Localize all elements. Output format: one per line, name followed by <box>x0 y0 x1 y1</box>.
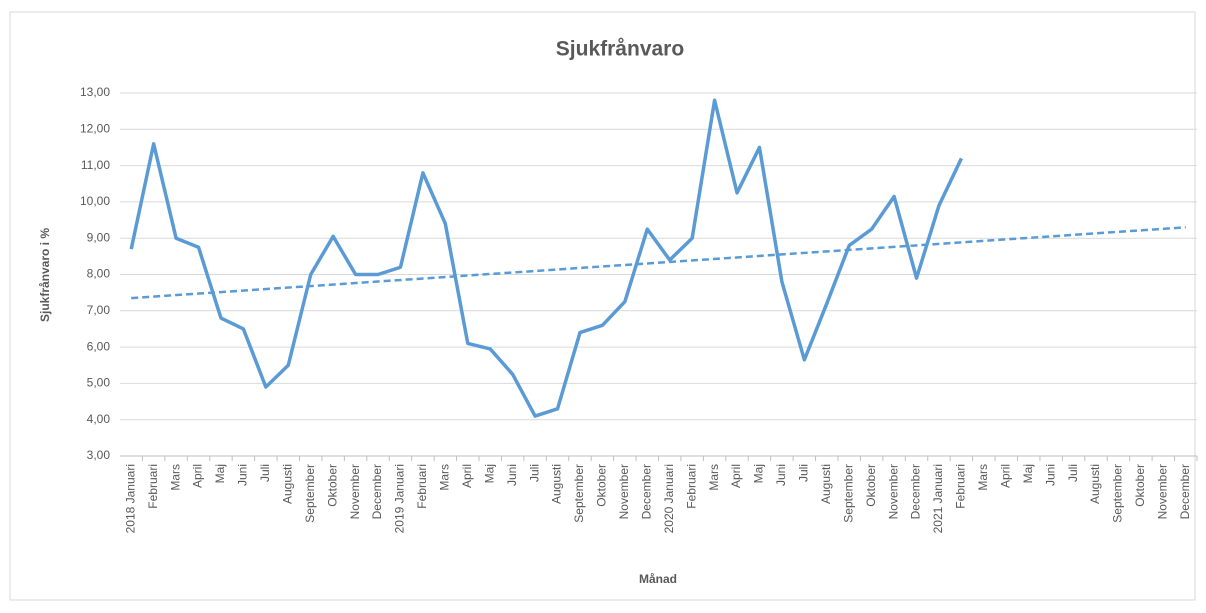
x-tick-label: Juli <box>797 464 811 482</box>
y-tick-label: 10,00 <box>80 194 110 208</box>
y-tick-label: 4,00 <box>87 412 111 426</box>
x-tick-label: April <box>729 464 743 488</box>
x-tick-label: Juni <box>1043 464 1057 486</box>
x-tick-label: November <box>886 464 900 519</box>
x-tick-label: September <box>572 464 586 523</box>
x-tick-label: November <box>1156 464 1170 519</box>
x-tick-label: December <box>639 464 653 519</box>
x-tick-label: November <box>617 464 631 519</box>
x-tick-label: 2018 Januari <box>123 464 137 533</box>
x-tick-label: Februari <box>954 464 968 509</box>
x-tick-label: Oktober <box>325 464 339 507</box>
x-tick-label: Augusti <box>550 464 564 504</box>
x-tick-label: November <box>348 464 362 519</box>
chart-title: Sjukfrånvaro <box>556 38 684 61</box>
x-tick-label: Mars <box>707 464 721 491</box>
x-tick-label: Februari <box>684 464 698 509</box>
x-tick-label: Juli <box>527 464 541 482</box>
x-tick-label: Februari <box>146 464 160 509</box>
x-tick-label: Maj <box>752 464 766 483</box>
x-tick-label: Juli <box>258 464 272 482</box>
x-tick-label: Juli <box>1066 464 1080 482</box>
y-tick-label: 7,00 <box>87 303 111 317</box>
y-tick-label: 5,00 <box>87 376 111 390</box>
x-tick-label: Oktober <box>595 464 609 507</box>
x-tick-label: Augusti <box>280 464 294 504</box>
x-tick-label: Februari <box>415 464 429 509</box>
x-tick-label: September <box>841 464 855 523</box>
x-tick-label: April <box>460 464 474 488</box>
x-tick-label: Mars <box>976 464 990 491</box>
y-tick-label: 3,00 <box>87 448 111 462</box>
y-tick-label: 9,00 <box>87 230 111 244</box>
x-tick-label: Juni <box>505 464 519 486</box>
y-tick-label: 8,00 <box>87 267 111 281</box>
x-tick-label: December <box>370 464 384 519</box>
y-tick-label: 13,00 <box>80 85 110 99</box>
chart-border <box>9 11 1196 601</box>
x-tick-label: December <box>909 464 923 519</box>
x-tick-label: Mars <box>438 464 452 491</box>
x-tick-label: Maj <box>482 464 496 483</box>
x-tick-label: 2021 Januari <box>931 464 945 533</box>
trend-line <box>131 226 1186 300</box>
x-tick-label: Maj <box>1021 464 1035 483</box>
data-line <box>129 98 963 418</box>
x-tick-label: April <box>998 464 1012 488</box>
y-tick-label: 12,00 <box>80 121 110 135</box>
x-tick-label: Augusti <box>1088 464 1102 504</box>
x-tick-label: Juni <box>236 464 250 486</box>
x-tick-label: 2020 Januari <box>662 464 676 533</box>
x-tick-label: Augusti <box>819 464 833 504</box>
x-tick-label: Juni <box>774 464 788 486</box>
x-tick-label: Maj <box>213 464 227 483</box>
x-tick-label: 2019 Januari <box>393 464 407 533</box>
x-tick-label: September <box>1111 464 1125 523</box>
x-tick-label: April <box>191 464 205 488</box>
x-tick-label: Oktober <box>864 464 878 507</box>
x-tick-label: Mars <box>168 464 182 491</box>
y-tick-label: 6,00 <box>87 339 111 353</box>
x-tick-label: December <box>1178 464 1192 519</box>
y-axis-label: Sjukfrånvaro i % <box>38 228 52 322</box>
x-tick-label: Oktober <box>1133 464 1147 507</box>
y-tick-label: 11,00 <box>81 158 110 172</box>
x-tick-label: September <box>303 464 317 523</box>
x-axis-label: Månad <box>639 572 677 586</box>
